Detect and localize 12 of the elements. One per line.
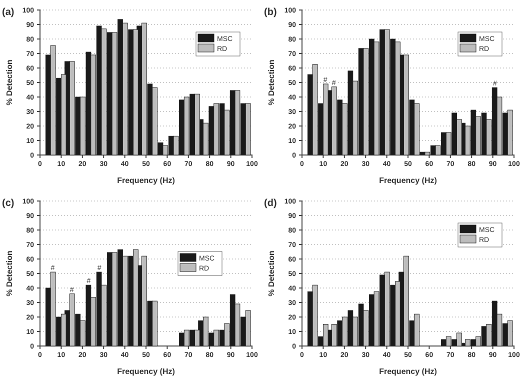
x-axis-title: Frequency (Hz)	[379, 367, 438, 376]
x-axis-title: Frequency (Hz)	[117, 367, 176, 376]
y-axis-title: % Detection	[5, 250, 14, 296]
chart-title: (b)	[264, 7, 277, 18]
x-axis-title: Frequency (Hz)	[379, 176, 438, 185]
chart-title: (c)	[2, 198, 14, 209]
chart-title: (a)	[2, 7, 14, 18]
chart-title: (d)	[264, 198, 277, 209]
y-axis-title: % Detection	[267, 60, 276, 106]
y-axis-title: % Detection	[267, 250, 276, 296]
y-axis-title: % Detection	[5, 60, 14, 106]
x-axis-title: Frequency (Hz)	[117, 176, 176, 185]
